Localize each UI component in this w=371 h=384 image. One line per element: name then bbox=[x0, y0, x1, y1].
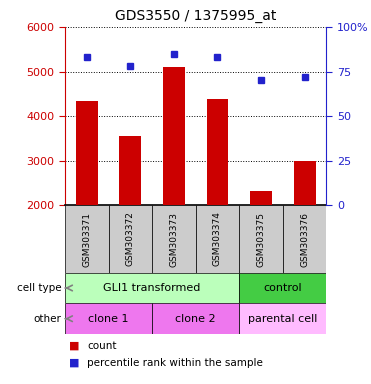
Bar bbox=[119, 136, 141, 205]
Bar bbox=[283, 205, 326, 273]
Text: percentile rank within the sample: percentile rank within the sample bbox=[87, 358, 263, 368]
Bar bbox=[65, 273, 239, 303]
Bar bbox=[152, 303, 239, 334]
Text: GSM303371: GSM303371 bbox=[82, 212, 91, 266]
Text: cell type: cell type bbox=[17, 283, 61, 293]
Text: count: count bbox=[87, 341, 117, 351]
Text: ■: ■ bbox=[69, 341, 79, 351]
Text: other: other bbox=[33, 314, 61, 324]
Text: GSM303374: GSM303374 bbox=[213, 212, 222, 266]
Text: clone 2: clone 2 bbox=[175, 314, 216, 324]
Title: GDS3550 / 1375995_at: GDS3550 / 1375995_at bbox=[115, 9, 276, 23]
Text: control: control bbox=[263, 283, 302, 293]
Bar bbox=[250, 191, 272, 205]
Text: GSM303373: GSM303373 bbox=[170, 212, 178, 266]
Text: clone 1: clone 1 bbox=[88, 314, 129, 324]
Bar bbox=[239, 273, 326, 303]
Text: GSM303375: GSM303375 bbox=[257, 212, 266, 266]
Text: parental cell: parental cell bbox=[248, 314, 318, 324]
Text: GSM303376: GSM303376 bbox=[300, 212, 309, 266]
Bar bbox=[65, 303, 152, 334]
Bar bbox=[239, 303, 326, 334]
Bar bbox=[163, 67, 185, 205]
Text: GSM303372: GSM303372 bbox=[126, 212, 135, 266]
Bar bbox=[294, 161, 316, 205]
Bar bbox=[239, 205, 283, 273]
Bar bbox=[76, 101, 98, 205]
Bar bbox=[196, 205, 239, 273]
Bar bbox=[152, 205, 196, 273]
Bar bbox=[109, 205, 152, 273]
Text: ■: ■ bbox=[69, 358, 79, 368]
Text: GLI1 transformed: GLI1 transformed bbox=[104, 283, 201, 293]
Bar bbox=[65, 205, 109, 273]
Bar bbox=[207, 99, 229, 205]
